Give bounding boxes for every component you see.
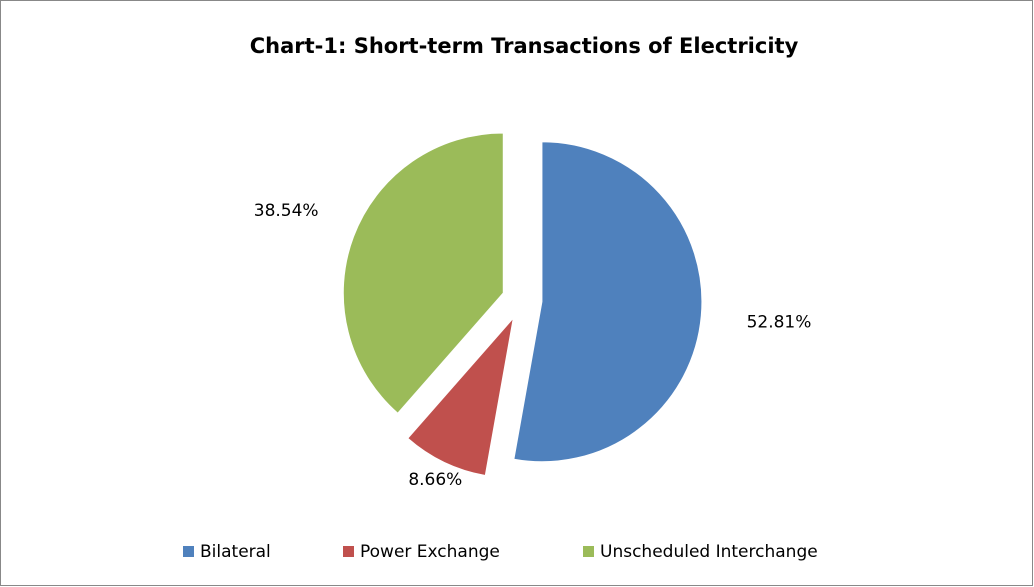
legend-label: Unscheduled Interchange xyxy=(600,542,818,562)
legend-swatch xyxy=(583,546,594,557)
chart-title: Chart-1: Short-term Transactions of Elec… xyxy=(250,34,799,58)
data-label: 52.81% xyxy=(747,313,812,333)
pie-slice xyxy=(407,316,515,477)
data-label: 38.54% xyxy=(254,201,319,221)
legend-swatch xyxy=(183,546,194,557)
legend-swatch xyxy=(343,546,354,557)
legend-label: Power Exchange xyxy=(360,542,500,562)
legend-label: Bilateral xyxy=(200,542,271,562)
pie-slice xyxy=(342,132,504,414)
data-label: 8.66% xyxy=(408,470,462,490)
pie-slice xyxy=(513,141,703,463)
